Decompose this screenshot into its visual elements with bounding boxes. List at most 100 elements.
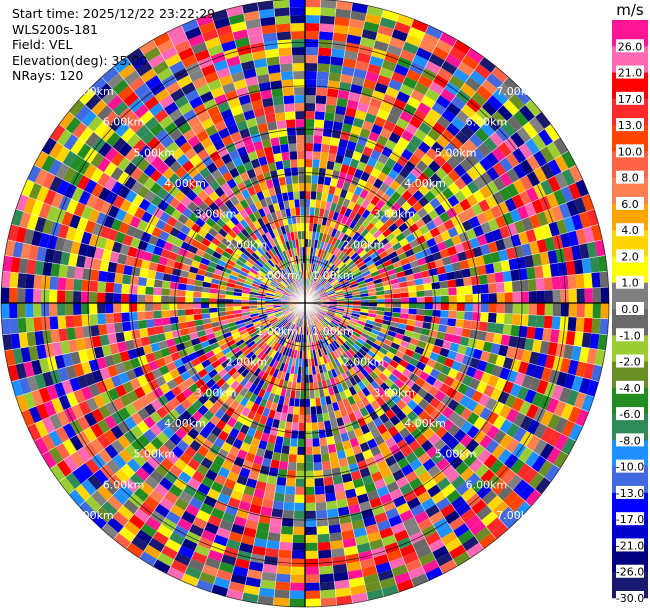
velocity-gate	[366, 393, 376, 404]
velocity-gate	[271, 88, 284, 98]
velocity-gate	[393, 529, 410, 542]
velocity-gate	[330, 547, 345, 558]
velocity-gate	[245, 576, 262, 588]
velocity-gate	[460, 82, 477, 98]
velocity-gate	[253, 537, 268, 548]
velocity-gate	[395, 476, 409, 489]
velocity-gate	[401, 464, 414, 477]
velocity-gate	[486, 517, 504, 533]
velocity-gate	[376, 298, 385, 303]
velocity-gate	[367, 361, 377, 371]
velocity-gate	[275, 573, 291, 583]
velocity-gate	[538, 459, 554, 477]
velocity-gate	[314, 486, 326, 495]
velocity-gate	[313, 382, 319, 391]
velocity-gate	[25, 273, 35, 289]
velocity-gate	[396, 56, 413, 70]
velocity-gate	[381, 59, 397, 72]
velocity-gate	[392, 293, 401, 299]
colorbar-tick-labels: 26.021.017.013.010.08.06.04.02.01.00.0-1…	[616, 39, 644, 605]
colorbar-tick-bg	[616, 170, 644, 184]
velocity-gate	[390, 393, 402, 405]
velocity-gate	[344, 488, 357, 499]
colorbar-tick-bg	[616, 275, 644, 289]
velocity-gate	[324, 234, 331, 244]
velocity-gate	[334, 367, 342, 377]
velocity-gate	[318, 311, 326, 317]
velocity-gate	[391, 564, 409, 577]
velocity-gate	[321, 363, 328, 373]
colorbar-tick-bg	[616, 65, 644, 79]
range-ring-label: 6.00km	[103, 478, 145, 491]
velocity-gate	[280, 71, 294, 81]
velocity-gate	[500, 334, 511, 347]
velocity-gate	[340, 319, 349, 325]
velocity-gate	[374, 82, 389, 94]
velocity-gate	[342, 255, 351, 264]
velocity-gate	[500, 259, 511, 272]
velocity-gate	[491, 66, 509, 83]
velocity-gate	[352, 300, 361, 303]
velocity-gate	[328, 296, 337, 300]
velocity-gate	[392, 307, 401, 313]
velocity-gate	[368, 303, 377, 307]
velocity-gate	[382, 500, 397, 513]
velocity-gate	[345, 217, 353, 227]
velocity-gate	[441, 483, 456, 498]
velocity-gate	[524, 202, 537, 217]
velocity-gate	[343, 480, 355, 491]
velocity-gate	[359, 441, 371, 453]
velocity-gate	[333, 162, 343, 172]
velocity-gate	[411, 19, 429, 33]
colorbar-tick-label: -8.0	[619, 434, 640, 447]
velocity-gate	[389, 105, 404, 118]
velocity-gate	[547, 430, 562, 447]
velocity-gate	[510, 269, 520, 282]
velocity-gate	[471, 91, 487, 107]
velocity-gate	[396, 579, 414, 593]
velocity-gate	[383, 338, 393, 347]
velocity-gate	[336, 304, 345, 308]
velocity-gate	[314, 207, 320, 217]
velocity-gate	[446, 102, 462, 117]
velocity-gate	[286, 127, 297, 136]
velocity-gate	[402, 516, 418, 530]
velocity-gate	[312, 159, 321, 168]
velocity-gate	[522, 467, 538, 485]
velocity-gate	[377, 153, 389, 165]
velocity-gate	[334, 579, 351, 590]
velocity-gate	[349, 437, 360, 448]
velocity-gate	[441, 60, 458, 75]
velocity-gate	[457, 529, 475, 545]
colorbar-cell	[612, 545, 648, 573]
velocity-gate	[470, 478, 486, 494]
velocity-gate	[325, 271, 332, 280]
velocity-gate	[401, 201, 412, 212]
velocity-gate	[295, 111, 305, 120]
velocity-gate	[546, 141, 562, 159]
velocity-gate	[350, 333, 359, 341]
velocity-gate	[440, 128, 455, 143]
velocity-gate	[554, 172, 569, 190]
velocity-gate	[305, 526, 318, 535]
velocity-gate	[391, 522, 406, 535]
velocity-gate	[328, 306, 337, 310]
velocity-gate	[441, 108, 456, 123]
velocity-gate	[326, 508, 339, 518]
velocity-gate	[505, 408, 519, 423]
velocity-gate	[305, 558, 319, 567]
velocity-gate	[505, 152, 520, 168]
velocity-gate	[177, 296, 186, 303]
velocity-gate	[296, 454, 305, 463]
velocity-gate	[58, 328, 68, 342]
velocity-gate	[510, 458, 526, 475]
velocity-gate	[318, 208, 325, 217]
velocity-gate	[342, 352, 351, 362]
velocity-gate	[382, 355, 393, 365]
velocity-gate	[486, 322, 496, 333]
velocity-gate	[322, 280, 329, 287]
velocity-gate	[499, 225, 511, 239]
velocity-gate	[432, 545, 449, 560]
velocity-gate	[305, 574, 320, 583]
velocity-gate	[314, 389, 320, 399]
